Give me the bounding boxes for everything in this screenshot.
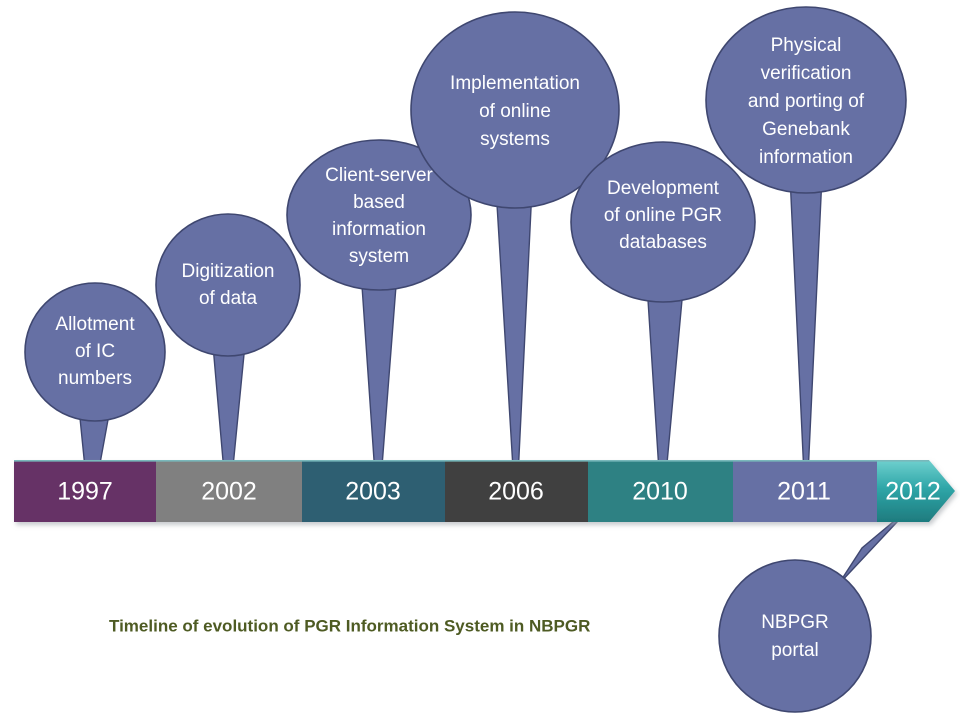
bubble-2003[interactable]: Client-server based information system <box>286 139 472 291</box>
bubble-2011-line-5: information <box>759 147 853 168</box>
bubble-2003-line-3: information <box>332 219 426 240</box>
bubble-2002-line-1: Digitization <box>182 261 275 282</box>
bubble-2010-shape[interactable] <box>570 141 756 303</box>
bubble-2012-line-1: NBPGR <box>761 612 829 633</box>
year-label-2002: 2002 <box>201 478 257 506</box>
bubble-2002[interactable]: Digitization of data <box>155 213 301 357</box>
bubble-2003-line-2: based <box>353 192 405 213</box>
bubble-2006-shape[interactable] <box>410 11 620 209</box>
timeline-segment-2010[interactable] <box>588 460 733 522</box>
bubble-2003-shape[interactable] <box>286 139 472 291</box>
timeline-segment-1997[interactable] <box>14 460 156 522</box>
bubble-2002-line-2: of data <box>199 288 258 309</box>
bubble-2011-line-3: and porting of <box>748 91 865 112</box>
timeline-segment-2006[interactable] <box>445 460 588 522</box>
year-label-2011: 2011 <box>777 478 831 506</box>
timeline-year-labels: 1997 2002 2003 2006 2010 2011 2012 <box>57 478 941 506</box>
bubble-2003-line-4: system <box>349 246 409 267</box>
timeline-segment-2002[interactable] <box>156 460 302 522</box>
bubble-2012[interactable]: NBPGR portal <box>718 559 872 713</box>
bubble-2011-line-4: Genebank <box>762 119 850 140</box>
bubble-1997[interactable]: Allotment of IC numbers <box>24 282 166 422</box>
diagram-caption: Timeline of evolution of PGR Information… <box>109 616 590 635</box>
bubble-2011-line-2: verification <box>761 63 852 84</box>
bubble-1997-line-3: numbers <box>58 368 132 389</box>
bubble-2006-line-3: systems <box>480 129 550 150</box>
bubble-2003-line-1: Client-server <box>325 165 433 186</box>
bubble-2010-line-3: databases <box>619 232 707 253</box>
bubble-2010[interactable]: Development of online PGR databases <box>570 141 756 303</box>
bubble-2011-line-1: Physical <box>771 35 842 56</box>
timeline-segment-2003[interactable] <box>302 460 445 522</box>
bubble-2006-line-1: Implementation <box>450 73 580 94</box>
year-label-2006: 2006 <box>488 478 544 506</box>
year-label-2010: 2010 <box>632 478 688 506</box>
bubble-2006[interactable]: Implementation of online systems <box>410 11 620 209</box>
bubble-2002-shape[interactable] <box>155 213 301 357</box>
tail-2012 <box>837 505 913 586</box>
bubble-2010-line-1: Development <box>607 178 720 199</box>
year-label-2012: 2012 <box>885 478 941 506</box>
bubble-2012-line-2: portal <box>771 640 819 661</box>
bubble-2012-shape[interactable] <box>718 559 872 713</box>
year-label-2003: 2003 <box>345 478 401 506</box>
bubble-2010-line-2: of online PGR <box>604 205 722 226</box>
timeline-segment-2011[interactable] <box>733 460 877 522</box>
year-label-1997: 1997 <box>57 478 113 506</box>
timeline-bar <box>14 459 955 522</box>
bubble-1997-line-2: of IC <box>75 341 115 362</box>
bubble-2011-shape[interactable] <box>705 6 907 194</box>
bubble-1997-line-1: Allotment <box>55 314 135 335</box>
bubble-2011[interactable]: Physical verification and porting of Gen… <box>705 6 907 194</box>
bubble-1997-shape[interactable] <box>24 282 166 422</box>
timeline-segment-2012[interactable] <box>877 460 955 522</box>
bubble-2006-line-2: of online <box>479 101 551 122</box>
